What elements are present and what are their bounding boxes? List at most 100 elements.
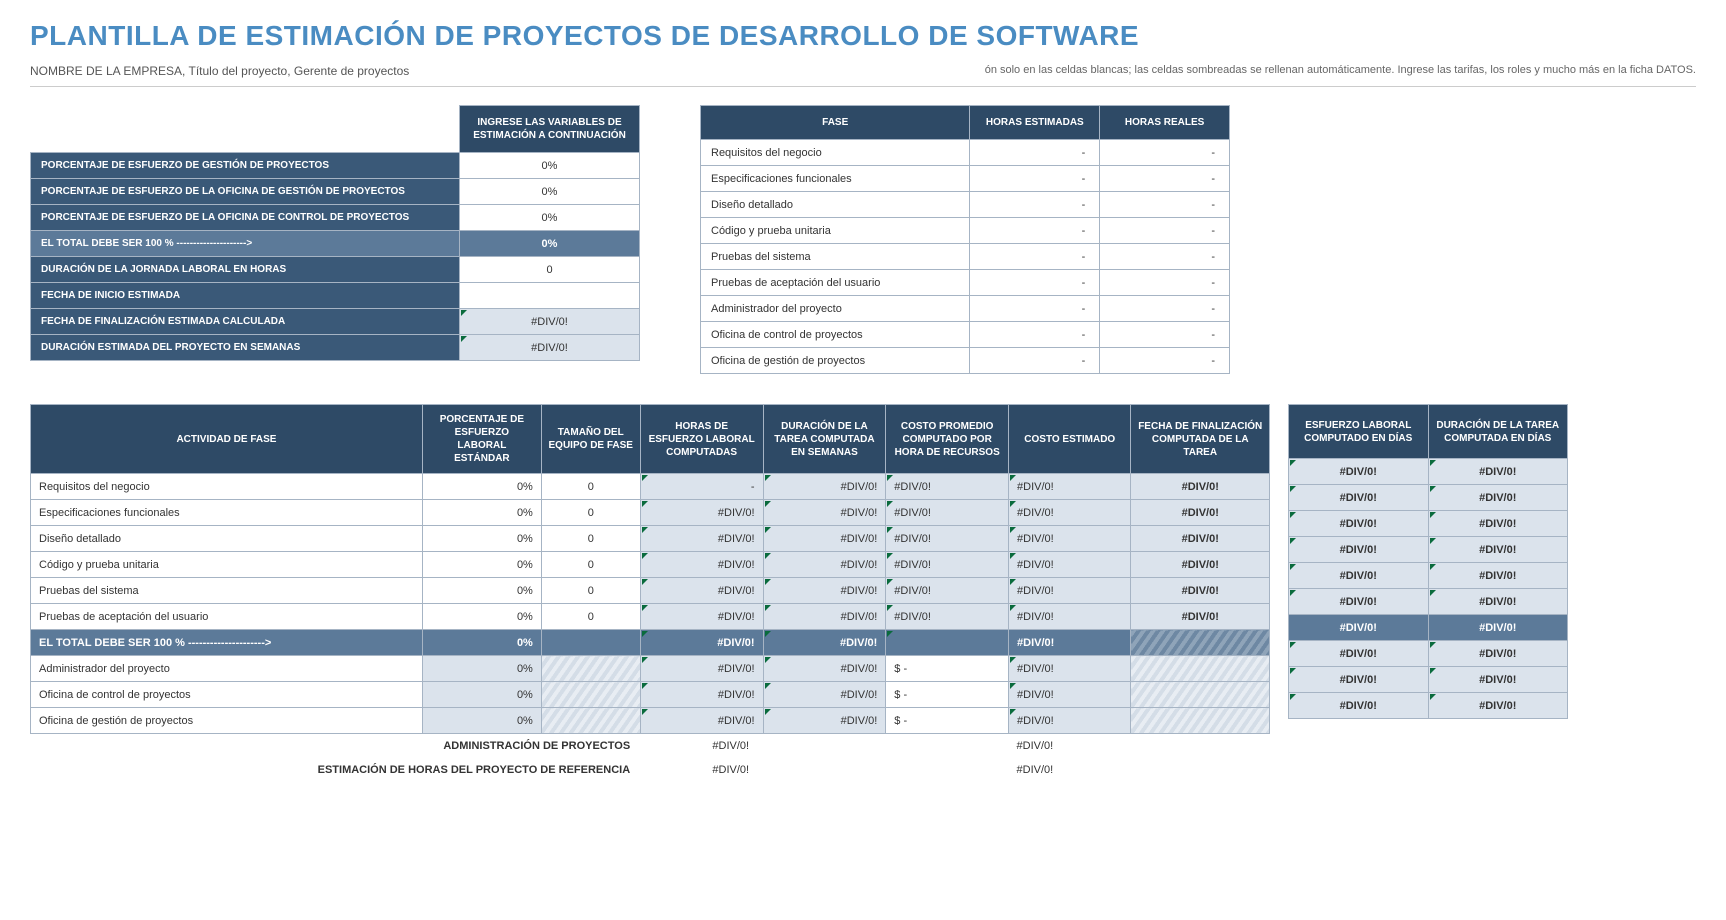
main-enddate — [1131, 682, 1270, 708]
phase-name: Código y prueba unitaria — [701, 218, 970, 244]
main-col-enddate: FECHA DE FINALIZACIÓN COMPUTADA DE LA TA… — [1131, 405, 1270, 474]
page-title: PLANTILLA DE ESTIMACIÓN DE PROYECTOS DE … — [30, 20, 1696, 52]
vars-label: PORCENTAJE DE ESFUERZO DE GESTIÓN DE PRO… — [31, 153, 460, 179]
main-enddate — [1131, 630, 1270, 656]
vars-label: PORCENTAJE DE ESFUERZO DE LA OFICINA DE … — [31, 205, 460, 231]
main-weeks: #DIV/0! — [763, 500, 886, 526]
main-team[interactable]: 0 — [541, 578, 640, 604]
main-weeks: #DIV/0! — [763, 604, 886, 630]
footer-hours: #DIV/0! — [640, 734, 763, 758]
phase-act: - — [1100, 244, 1230, 270]
vars-label: EL TOTAL DEBE SER 100 % ----------------… — [31, 231, 460, 257]
main-activity: Código y prueba unitaria — [31, 552, 423, 578]
main-enddate: #DIV/0! — [1131, 526, 1270, 552]
main-team — [541, 708, 640, 734]
main-estcost: #DIV/0! — [1009, 604, 1131, 630]
side-days: #DIV/0! — [1289, 511, 1429, 537]
main-estcost: #DIV/0! — [1009, 474, 1131, 500]
main-col-rate: COSTO PROMEDIO COMPUTADO POR HORA DE REC… — [886, 405, 1009, 474]
phase-summary-table: FASE HORAS ESTIMADAS HORAS REALES Requis… — [700, 105, 1230, 374]
main-hours: #DIV/0! — [640, 708, 763, 734]
side-days: #DIV/0! — [1289, 667, 1429, 693]
phase-act: - — [1100, 140, 1230, 166]
side-days: #DIV/0! — [1289, 693, 1429, 719]
footer-label: ADMINISTRACIÓN DE PROYECTOS — [31, 734, 641, 758]
side-table: ESFUERZO LABORAL COMPUTADO EN DÍAS DURAC… — [1288, 404, 1568, 719]
main-team — [541, 656, 640, 682]
phase-name: Especificaciones funcionales — [701, 166, 970, 192]
side-days: #DIV/0! — [1289, 563, 1429, 589]
variables-table: INGRESE LAS VARIABLES DE ESTIMACIÓN A CO… — [30, 105, 640, 361]
vars-value: 0% — [460, 231, 640, 257]
phase-est: - — [970, 192, 1100, 218]
main-rate: $ - — [886, 656, 1009, 682]
main-col-weeks: DURACIÓN DE LA TAREA COMPUTADA EN SEMANA… — [763, 405, 886, 474]
main-estcost: #DIV/0! — [1009, 630, 1131, 656]
phase-act: - — [1100, 270, 1230, 296]
main-enddate: #DIV/0! — [1131, 552, 1270, 578]
vars-value[interactable]: 0 — [460, 257, 640, 283]
phase-act: - — [1100, 296, 1230, 322]
main-activity: Oficina de gestión de proyectos — [31, 708, 423, 734]
main-weeks: #DIV/0! — [763, 682, 886, 708]
phase-est: - — [970, 270, 1100, 296]
main-team[interactable]: 0 — [541, 474, 640, 500]
side-days: #DIV/0! — [1289, 485, 1429, 511]
main-team[interactable]: 0 — [541, 552, 640, 578]
footer-hours: #DIV/0! — [640, 758, 763, 782]
main-col-pct: PORCENTAJE DE ESFUERZO LABORAL ESTÁNDAR — [422, 405, 541, 474]
vars-colhead: INGRESE LAS VARIABLES DE ESTIMACIÓN A CO… — [460, 106, 640, 153]
main-team[interactable]: 0 — [541, 526, 640, 552]
side-taskdays: #DIV/0! — [1428, 563, 1568, 589]
side-days: #DIV/0! — [1289, 615, 1429, 641]
main-pct[interactable]: 0% — [422, 656, 541, 682]
phase-act: - — [1100, 218, 1230, 244]
main-weeks: #DIV/0! — [763, 526, 886, 552]
phase-col-fase: FASE — [701, 106, 970, 140]
main-pct[interactable]: 0% — [422, 604, 541, 630]
main-pct[interactable]: 0% — [422, 682, 541, 708]
phase-col-act: HORAS REALES — [1100, 106, 1230, 140]
main-hours: #DIV/0! — [640, 656, 763, 682]
phase-name: Pruebas del sistema — [701, 244, 970, 270]
subheader-left: NOMBRE DE LA EMPRESA, Título del proyect… — [30, 64, 409, 78]
main-pct[interactable]: 0% — [422, 578, 541, 604]
phase-act: - — [1100, 322, 1230, 348]
phase-name: Oficina de gestión de proyectos — [701, 348, 970, 374]
main-team[interactable]: 0 — [541, 500, 640, 526]
main-team — [541, 630, 640, 656]
main-pct[interactable]: 0% — [422, 474, 541, 500]
subheader-right: ón solo en las celdas blancas; las celda… — [985, 64, 1696, 78]
vars-value[interactable]: 0% — [460, 153, 640, 179]
footer-estcost: #DIV/0! — [1009, 758, 1131, 782]
side-taskdays: #DIV/0! — [1428, 667, 1568, 693]
main-col-team: TAMAÑO DEL EQUIPO DE FASE — [541, 405, 640, 474]
main-pct[interactable]: 0% — [422, 552, 541, 578]
main-enddate — [1131, 656, 1270, 682]
vars-value[interactable]: 0% — [460, 205, 640, 231]
main-hours: #DIV/0! — [640, 578, 763, 604]
main-hours: #DIV/0! — [640, 500, 763, 526]
main-activity: Oficina de control de proyectos — [31, 682, 423, 708]
main-pct[interactable]: 0% — [422, 526, 541, 552]
main-rate: #DIV/0! — [886, 578, 1009, 604]
phase-est: - — [970, 218, 1100, 244]
side-taskdays: #DIV/0! — [1428, 511, 1568, 537]
main-hours: #DIV/0! — [640, 526, 763, 552]
vars-value[interactable] — [460, 283, 640, 309]
main-estcost: #DIV/0! — [1009, 682, 1131, 708]
side-days: #DIV/0! — [1289, 537, 1429, 563]
vars-value[interactable]: 0% — [460, 179, 640, 205]
main-col-hours: HORAS DE ESFUERZO LABORAL COMPUTADAS — [640, 405, 763, 474]
main-weeks: #DIV/0! — [763, 578, 886, 604]
main-pct[interactable]: 0% — [422, 708, 541, 734]
side-taskdays: #DIV/0! — [1428, 459, 1568, 485]
footer-estcost: #DIV/0! — [1009, 734, 1131, 758]
main-enddate: #DIV/0! — [1131, 474, 1270, 500]
main-col-activity: ACTIVIDAD DE FASE — [31, 405, 423, 474]
side-taskdays: #DIV/0! — [1428, 589, 1568, 615]
main-estcost: #DIV/0! — [1009, 500, 1131, 526]
main-pct[interactable]: 0% — [422, 500, 541, 526]
main-team[interactable]: 0 — [541, 604, 640, 630]
main-estcost: #DIV/0! — [1009, 552, 1131, 578]
